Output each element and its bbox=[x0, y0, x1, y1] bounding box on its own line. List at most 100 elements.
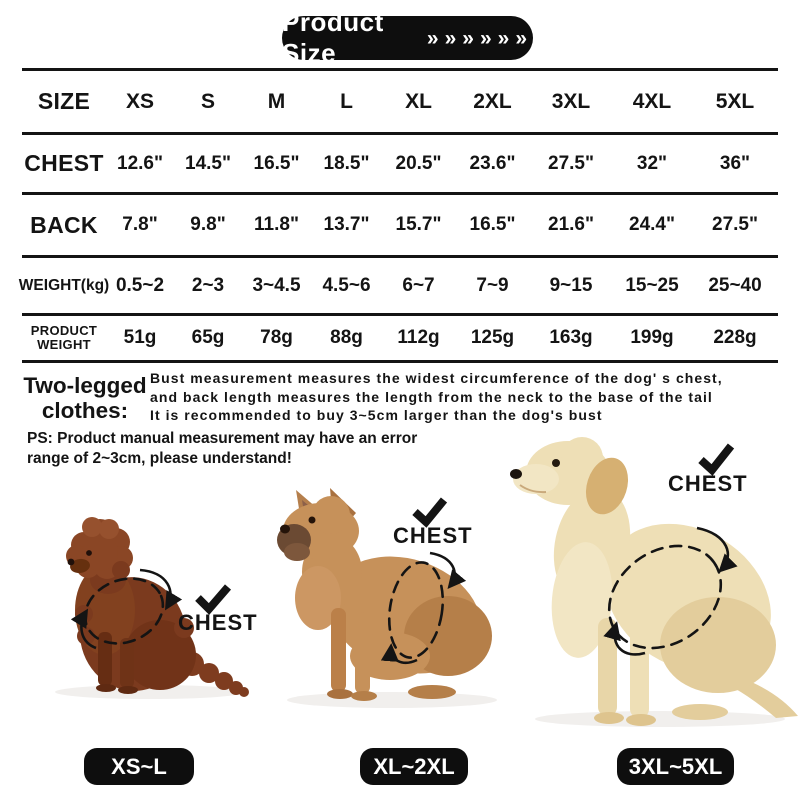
table-cell: 199g bbox=[630, 327, 674, 348]
bulldog-illustration: CHEST bbox=[277, 488, 497, 708]
table-cell: M bbox=[267, 89, 286, 113]
size-range-badge: 3XL~5XL bbox=[617, 748, 734, 785]
chevrons-icon: »»»»»» bbox=[426, 27, 533, 50]
table-cell: 24.4" bbox=[629, 214, 675, 235]
ps-note: PS: Product manual measurement may have … bbox=[27, 430, 418, 467]
bulldog-eye bbox=[308, 516, 316, 524]
chest-label: CHEST bbox=[178, 610, 258, 635]
table-cell: 32" bbox=[636, 152, 668, 174]
poodle-muzzle bbox=[70, 558, 90, 574]
table-cell: 25~40 bbox=[708, 274, 762, 296]
bulldog-body bbox=[295, 536, 492, 680]
table-cell: 15.7" bbox=[395, 214, 442, 235]
table-cell: 23.6" bbox=[469, 152, 516, 174]
table-cell: 163g bbox=[549, 327, 593, 348]
golden-retriever-illustration: CHEST bbox=[510, 437, 798, 727]
chest-measure-annotation: CHEST bbox=[70, 568, 258, 650]
golden-head bbox=[510, 437, 629, 515]
table-cell: 27.5" bbox=[712, 214, 758, 235]
golden-body bbox=[551, 487, 776, 693]
table-cell: 51g bbox=[123, 327, 157, 348]
measure-arrow-icon bbox=[696, 526, 738, 573]
table-cell: 4XL bbox=[632, 89, 672, 113]
product-size-banner: Product Size »»»»»» bbox=[282, 7, 533, 68]
row-label-size: SIZE bbox=[37, 88, 91, 114]
measure-arrow-icon bbox=[380, 643, 418, 665]
table-cell: 125g bbox=[470, 327, 515, 348]
table-cell: 65g bbox=[191, 327, 225, 348]
table-cell: 16.5" bbox=[253, 152, 300, 174]
bulldog-head bbox=[277, 496, 359, 561]
golden-ear bbox=[585, 457, 629, 515]
table-row-product-weight: PRODUCT WEIGHT 51g 65g 78g 88g 112g 125g… bbox=[22, 316, 778, 363]
golden-nose bbox=[510, 469, 522, 479]
dog-illustrations: CHEST bbox=[55, 437, 798, 727]
chest-measure-ellipse bbox=[607, 544, 723, 650]
chest-measure-ellipse bbox=[387, 561, 445, 659]
table-row-chest: CHEST 12.6" 14.5" 16.5" 18.5" 20.5" 23.6… bbox=[22, 135, 778, 195]
checkmark-icon bbox=[195, 584, 232, 615]
table-cell: 4.5~6 bbox=[322, 274, 371, 296]
table-cell: 3~4.5 bbox=[252, 274, 301, 296]
table-cell: 2~3 bbox=[191, 274, 225, 296]
dog-shadow bbox=[287, 692, 497, 708]
table-cell: 0.5~2 bbox=[115, 274, 165, 296]
dog-shadow bbox=[535, 711, 785, 727]
table-cell: 14.5" bbox=[185, 152, 231, 174]
table-cell: L bbox=[340, 89, 353, 113]
table-row-back: BACK 7.8" 9.8" 11.8" 13.7" 15.7" 16.5" 2… bbox=[22, 195, 778, 258]
size-range-badge: XS~L bbox=[84, 748, 194, 785]
bulldog-legs bbox=[327, 608, 456, 701]
table-cell: 16.5" bbox=[469, 214, 516, 235]
table-cell: 9~15 bbox=[549, 274, 593, 296]
table-cell: 6~7 bbox=[402, 274, 435, 296]
measure-arrow-icon bbox=[139, 568, 183, 611]
table-cell: 88g bbox=[330, 327, 363, 348]
table-cell: 112g bbox=[397, 327, 440, 348]
bulldog-nose bbox=[280, 524, 290, 534]
table-cell: 3XL bbox=[551, 89, 591, 113]
golden-tail bbox=[734, 678, 798, 718]
table-cell: XS bbox=[125, 89, 154, 113]
size-table: SIZE XS S M L XL 2XL 3XL 4XL 5XL CHEST 1… bbox=[18, 68, 778, 363]
poodle-eye bbox=[86, 550, 92, 556]
chest-label: CHEST bbox=[668, 471, 748, 496]
table-cell: 7~9 bbox=[476, 274, 509, 296]
golden-muzzle bbox=[513, 464, 559, 494]
measure-arrow-icon bbox=[429, 551, 467, 589]
poodle-head bbox=[66, 517, 133, 594]
measurement-description: Bust measurement measures the widest cir… bbox=[150, 370, 723, 424]
checkmark-icon bbox=[698, 443, 735, 476]
table-cell: 11.8" bbox=[254, 214, 299, 235]
checkmark-icon bbox=[412, 497, 448, 528]
table-cell: 36" bbox=[719, 152, 751, 174]
table-cell: XL bbox=[405, 89, 432, 113]
banner-title: Product Size bbox=[282, 7, 384, 68]
poodle-legs bbox=[96, 632, 138, 694]
golden-legs bbox=[594, 618, 728, 726]
row-label-product-weight: PRODUCT WEIGHT bbox=[30, 322, 98, 352]
table-cell: 78g bbox=[260, 327, 293, 348]
chest-label: CHEST bbox=[393, 523, 473, 548]
row-label-chest: CHEST bbox=[24, 150, 104, 176]
table-cell: 27.5" bbox=[548, 152, 594, 174]
table-cell: 9.8" bbox=[190, 214, 226, 235]
table-cell: 21.6" bbox=[548, 214, 594, 235]
row-label-back: BACK bbox=[30, 211, 98, 238]
table-cell: 20.5" bbox=[395, 152, 442, 174]
table-row-size: SIZE XS S M L XL 2XL 3XL 4XL 5XL bbox=[22, 71, 778, 135]
poodle-illustration: CHEST bbox=[55, 517, 258, 699]
table-cell: 228g bbox=[713, 327, 757, 348]
measure-arrow-icon bbox=[603, 621, 646, 656]
table-row-weight: WEIGHT(kg) 0.5~2 2~3 3~4.5 4.5~6 6~7 7~9… bbox=[18, 258, 778, 316]
table-cell: 7.8" bbox=[122, 214, 158, 235]
poodle-nose bbox=[67, 558, 75, 566]
table-cell: 5XL bbox=[715, 89, 755, 113]
table-cell: 18.5" bbox=[323, 152, 370, 174]
measure-arrow-icon bbox=[70, 608, 97, 650]
chest-measure-annotation: CHEST bbox=[380, 497, 473, 665]
table-cell: 13.7" bbox=[323, 214, 370, 235]
size-range-badge: XL~2XL bbox=[360, 748, 468, 785]
row-label-weight: WEIGHT(kg) bbox=[18, 276, 110, 294]
